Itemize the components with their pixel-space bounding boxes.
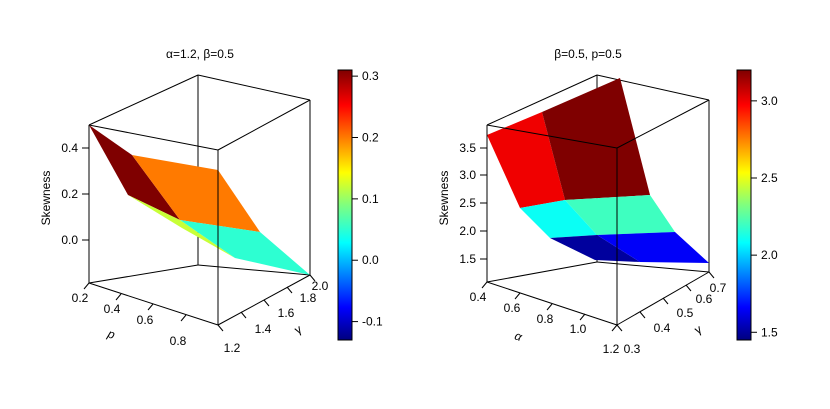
- colorbar-tick-label: 2.0: [761, 248, 778, 262]
- right-gamma-axis: 0.3 0.4 0.5 0.6 0.7 γ: [616, 271, 727, 356]
- surface-facet: [597, 232, 709, 263]
- left-z-axis-label: Skewness: [39, 171, 53, 226]
- left-surface-facets: [89, 125, 310, 275]
- p-tick-label: 0.4: [104, 302, 121, 316]
- right-z-axis-label: Skewness: [437, 171, 451, 226]
- z-tick-label: 3.0: [459, 168, 476, 182]
- z-tick-label: 0.4: [61, 141, 78, 155]
- right-box-edge: [486, 281, 618, 326]
- colorbar-tick-label: 0.1: [362, 192, 379, 206]
- gamma-tick-label: 1.4: [255, 322, 272, 336]
- left-p-axis: 0.2 0.4 0.6 0.8 p: [72, 282, 187, 348]
- alpha-tick-label: 0.6: [504, 301, 521, 315]
- gamma-tick-label: 0.7: [710, 281, 727, 295]
- surface-facet: [565, 195, 675, 235]
- left-gamma-axis-label: γ: [292, 322, 304, 337]
- colorbar-tick-label: 0.0: [362, 253, 379, 267]
- colorbar-gradient: [736, 69, 752, 341]
- right-colorbar: 1.5 2.0 2.5 3.0: [736, 69, 778, 341]
- left-surface-plot: α=1.2, β=0.5: [39, 47, 329, 355]
- z-tick-label: 3.5: [459, 141, 476, 155]
- right-box-edge: [486, 124, 618, 149]
- surface-facet: [520, 200, 597, 238]
- surface-facet: [542, 78, 650, 200]
- p-tick-label: 0.6: [137, 313, 154, 327]
- left-box-edge: [217, 99, 311, 151]
- left-p-axis-label: p: [105, 326, 117, 342]
- right-box-edge: [596, 261, 710, 273]
- gamma-tick-label: 2.0: [312, 279, 329, 293]
- p-tick-label: 0.8: [170, 334, 187, 348]
- colorbar-tick-label: 3.0: [761, 94, 778, 108]
- colorbar-tick-label: -0.1: [362, 315, 383, 329]
- p-tick-label: 0.2: [72, 291, 89, 305]
- left-box-edge: [88, 282, 219, 326]
- surface-facet: [487, 112, 565, 208]
- gamma-tick-label: 0.4: [654, 321, 671, 335]
- left-plot-title: α=1.2, β=0.5: [166, 47, 234, 61]
- gamma-tick-label: 1.6: [278, 306, 295, 320]
- surface-facet: [128, 195, 235, 258]
- colorbar-tick-label: 0.3: [362, 69, 379, 83]
- gamma-tick-label: 1.2: [224, 341, 241, 355]
- left-z-axis: 0.4 0.2 0.0 Skewness: [39, 141, 89, 247]
- z-tick-label: 2.5: [459, 196, 476, 210]
- left-box-edge: [88, 124, 219, 151]
- surface-facet: [180, 220, 310, 275]
- gamma-tick-label: 1.8: [300, 291, 317, 305]
- alpha-tick-label: 1.2: [603, 342, 620, 356]
- left-box-edge: [88, 264, 199, 284]
- colorbar-tick-label: 1.5: [761, 325, 778, 339]
- gamma-tick-label: 0.3: [624, 342, 641, 356]
- right-surface-plot: β=0.5, p=0.5: [437, 47, 727, 356]
- colorbar-tick-label: 2.5: [761, 171, 778, 185]
- alpha-tick-label: 0.8: [537, 312, 554, 326]
- alpha-tick-label: 0.4: [470, 290, 487, 304]
- surface-facet: [89, 125, 180, 220]
- z-tick-label: 1.5: [459, 252, 476, 266]
- right-box-edge: [596, 74, 710, 101]
- right-z-axis: 3.5 3.0 2.5 2.0 1.5 Skewness: [437, 141, 487, 266]
- left-gamma-axis: 1.2 1.4 1.6 1.8 2.0 γ: [217, 274, 329, 355]
- right-box-edge: [486, 74, 598, 126]
- right-gamma-axis-label: γ: [692, 322, 704, 337]
- right-plot-title: β=0.5, p=0.5: [554, 47, 622, 61]
- left-box-edge: [88, 74, 199, 126]
- left-colorbar: -0.1 0.0 0.1 0.2 0.3: [337, 69, 383, 341]
- z-tick-label: 0.0: [61, 233, 78, 247]
- gamma-tick-label: 0.5: [677, 306, 694, 320]
- z-tick-label: 0.2: [61, 187, 78, 201]
- left-box-edge: [197, 264, 311, 276]
- right-alpha-axis-label: α: [513, 328, 525, 344]
- right-box-edge: [616, 99, 710, 149]
- colorbar-tick-label: 0.2: [362, 131, 379, 145]
- colorbar-gradient: [337, 69, 353, 341]
- surface-facet: [132, 155, 260, 232]
- alpha-tick-label: 1.0: [570, 322, 587, 336]
- right-alpha-axis: 0.4 0.6 0.8 1.0 1.2 α: [470, 281, 620, 356]
- right-box-edge: [486, 261, 598, 283]
- gamma-tick-label: 0.6: [696, 292, 713, 306]
- z-tick-label: 2.0: [459, 224, 476, 238]
- left-box-edge: [197, 74, 311, 101]
- right-surface-facets: [487, 78, 709, 263]
